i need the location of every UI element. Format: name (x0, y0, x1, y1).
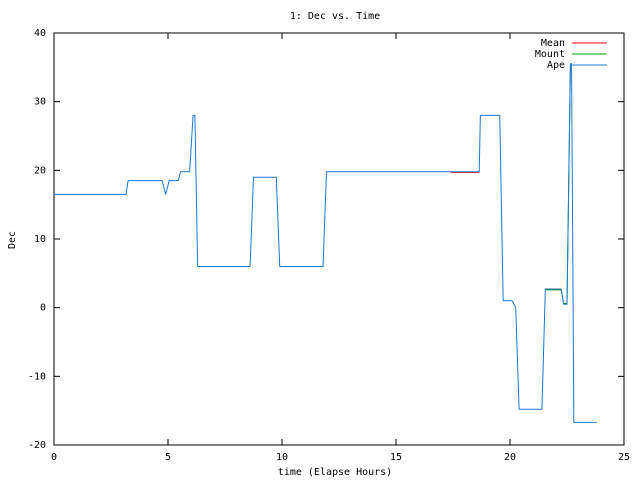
legend-label: Mean (541, 38, 565, 49)
legend-label: Mount (535, 49, 565, 60)
x-tick-label: 25 (618, 452, 630, 463)
y-axis-label: Dec (7, 231, 18, 249)
y-tick-label: 0 (40, 303, 46, 314)
x-tick-label: 15 (390, 452, 402, 463)
y-tick-label: -10 (28, 371, 46, 382)
legend-label: Ape (547, 60, 565, 71)
x-tick-label: 10 (276, 452, 288, 463)
y-tick-label: 30 (34, 97, 46, 108)
x-tick-label: 5 (165, 452, 171, 463)
y-tick-label: 40 (34, 28, 46, 39)
x-tick-label: 0 (51, 452, 57, 463)
chart-title: 1: Dec vs. Time (290, 11, 380, 22)
x-axis-label: time (Elapse Hours) (278, 467, 392, 478)
series-line (54, 63, 597, 423)
y-tick-label: -20 (28, 440, 46, 451)
y-tick-label: 20 (34, 165, 46, 176)
x-tick-label: 20 (504, 452, 516, 463)
y-tick-label: 10 (34, 234, 46, 245)
